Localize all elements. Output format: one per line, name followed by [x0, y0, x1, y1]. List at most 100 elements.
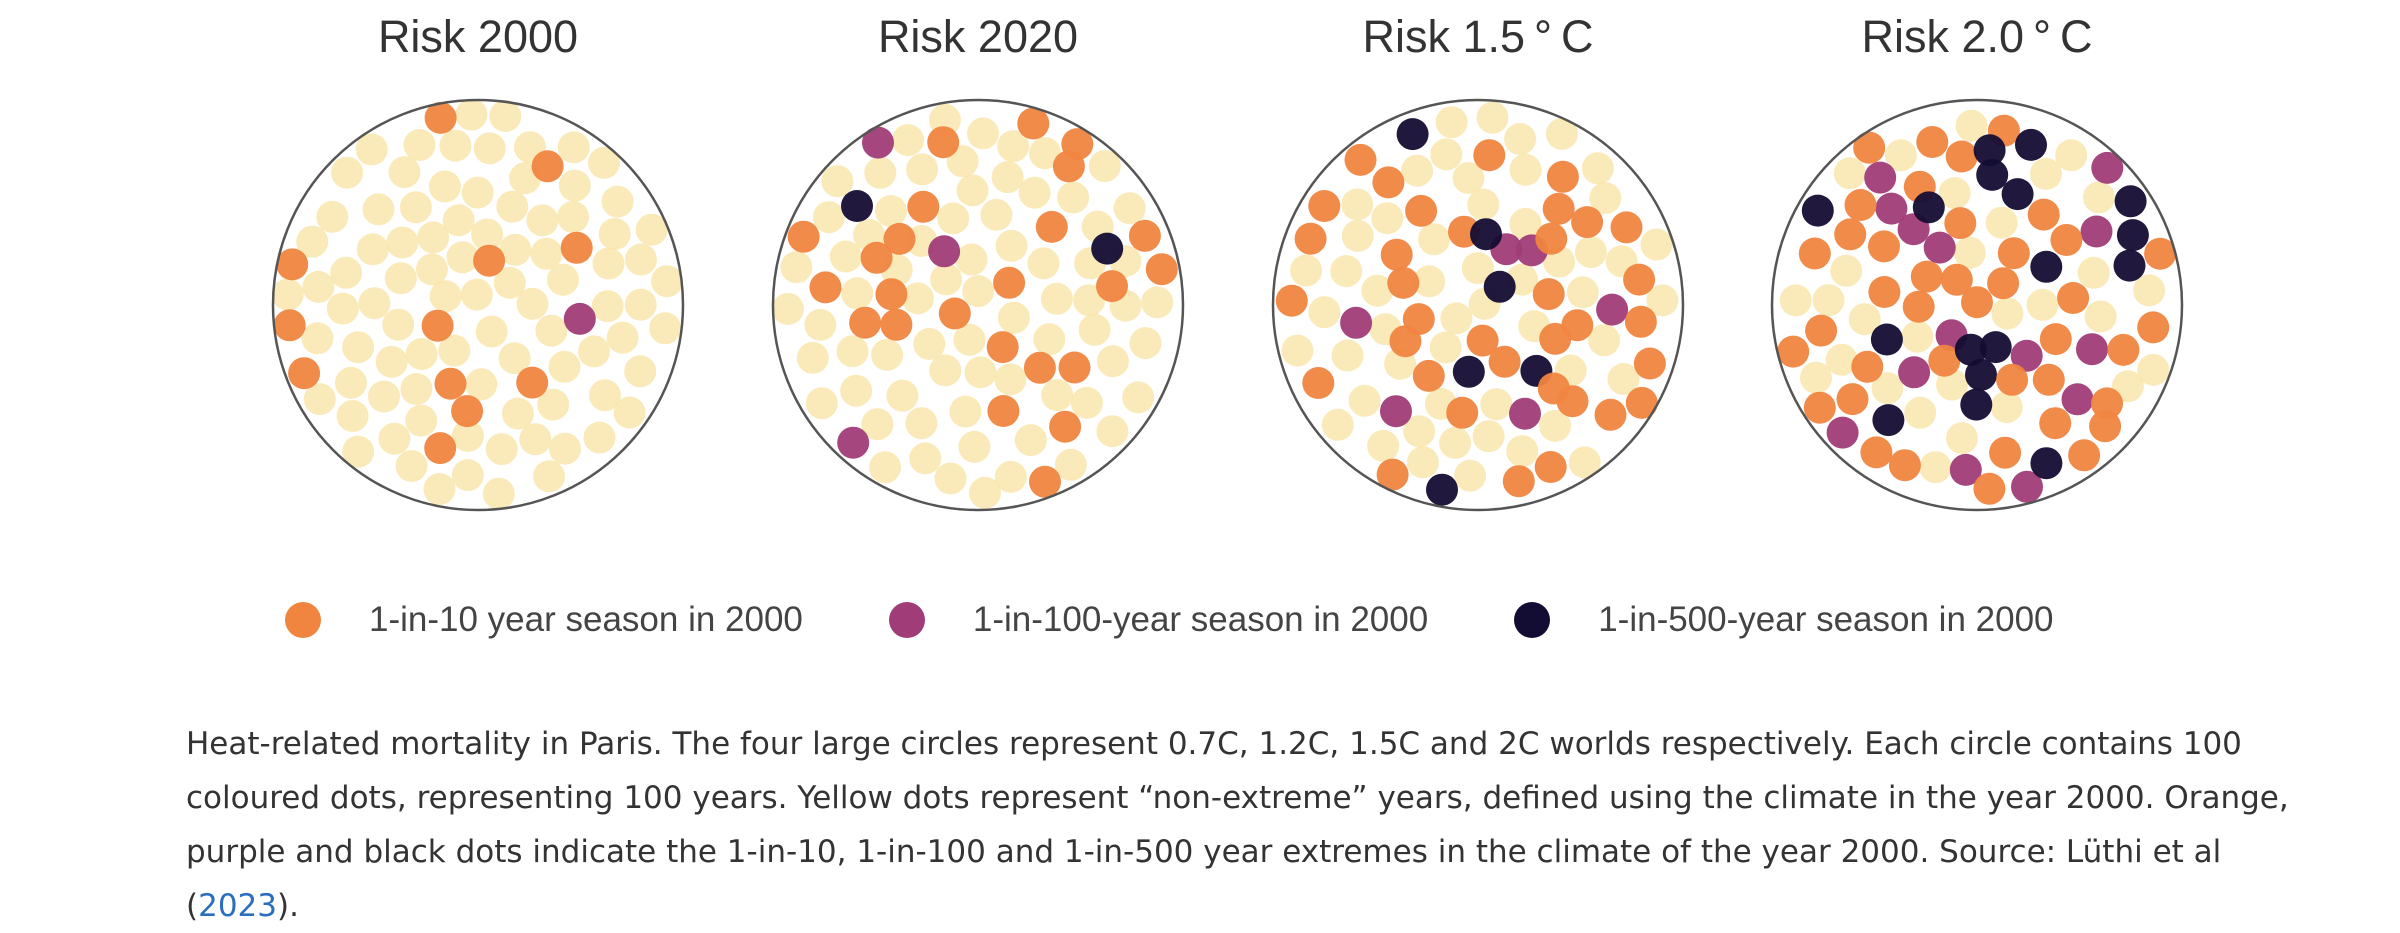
dot-one-in-10 [1372, 166, 1405, 199]
dot-non-extreme [1096, 415, 1129, 448]
dot-one-in-10 [2027, 198, 2060, 231]
dot-one-in-10 [2068, 439, 2101, 472]
dot-one-in-100 [1864, 161, 1897, 194]
dot-non-extreme [588, 146, 620, 179]
dot-one-in-10 [1532, 278, 1565, 311]
dot-non-extreme [1991, 297, 2024, 330]
dot-one-in-10 [1798, 237, 1831, 270]
dot-one-in-500 [1872, 404, 1905, 437]
dot-non-extreme [1113, 192, 1146, 225]
dot-non-extreme [1646, 284, 1679, 317]
dot-non-extreme [1401, 154, 1434, 187]
dot-non-extreme [1439, 426, 1472, 459]
dot-non-extreme [1476, 101, 1509, 134]
dot-non-extreme [871, 338, 903, 371]
dot-non-extreme [583, 421, 616, 454]
dot-one-in-10 [1380, 238, 1413, 271]
dot-non-extreme [1308, 296, 1341, 329]
dot-one-in-10 [1836, 383, 1869, 416]
dot-non-extreme [548, 350, 581, 383]
dot-non-extreme [1041, 379, 1074, 412]
dot-non-extreme [1014, 424, 1047, 457]
dot-one-in-10 [1868, 230, 1900, 263]
dot-one-in-10 [1035, 210, 1068, 243]
dot-non-extreme [958, 430, 991, 463]
dot-one-in-10 [1888, 449, 1921, 482]
dot-one-in-10 [1405, 194, 1438, 227]
dot-non-extreme [592, 247, 625, 280]
dot-non-extreme [1413, 265, 1446, 298]
dot-one-in-10 [787, 220, 820, 253]
legend-swatch [1514, 602, 1551, 638]
dot-non-extreme [997, 301, 1030, 334]
dot-non-extreme [1848, 303, 1881, 336]
panel-title: Risk 2000 [378, 11, 578, 62]
dot-one-in-10 [1389, 325, 1422, 358]
dot-one-in-10 [1502, 465, 1535, 498]
legend-label: 1-in-100-year season in 2000 [972, 600, 1429, 639]
dot-one-in-100 [1596, 293, 1629, 326]
dot-one-in-10 [273, 309, 306, 342]
dot-one-in-10 [424, 432, 457, 465]
dot-non-extreme [1321, 408, 1354, 441]
dot-non-extreme [613, 396, 646, 429]
dot-non-extreme [498, 342, 531, 375]
dot-non-extreme [1800, 361, 1832, 394]
dot-one-in-10 [1308, 190, 1341, 222]
dot-one-in-100 [2061, 383, 2094, 416]
dot-one-in-100 [1949, 453, 1982, 486]
dot-one-in-100 [837, 426, 870, 459]
dot-non-extreme [929, 354, 962, 387]
dot-one-in-10 [1344, 143, 1377, 176]
dot-one-in-10 [1294, 222, 1327, 255]
dot-one-in-500 [1452, 355, 1485, 388]
dot-one-in-10 [1488, 345, 1521, 378]
dot-non-extreme [1985, 206, 2018, 239]
dot-non-extreme [1096, 345, 1129, 378]
dot-non-extreme [874, 195, 907, 228]
dot-non-extreme [1371, 202, 1404, 235]
dot-non-extreme [591, 290, 624, 323]
dot-non-extreme [1504, 123, 1537, 155]
dot-non-extreme [934, 462, 967, 495]
dot-non-extreme [475, 315, 508, 348]
dot-non-extreme [417, 221, 450, 254]
dot-non-extreme [400, 373, 433, 405]
dot-non-extreme [780, 251, 813, 284]
dot-one-in-10 [2089, 410, 2122, 443]
dot-non-extreme [1779, 284, 1812, 317]
dot-non-extreme [771, 292, 804, 325]
dot-non-extreme [994, 363, 1027, 396]
source-link[interactable]: 2023 [198, 888, 278, 924]
panel-circle [1770, 98, 2184, 512]
dot-non-extreme [1904, 396, 1937, 429]
panel-risk-2-0c: Risk 2.0 ° C [1770, 11, 2184, 512]
dot-one-in-100 [2076, 333, 2108, 366]
caption-text: Heat-related mortality in Paris. The fou… [186, 726, 2289, 924]
dot-one-in-100 [1875, 192, 1908, 225]
dot-non-extreme [1545, 117, 1578, 150]
dot-one-in-500 [1870, 323, 1903, 356]
dot-non-extreme [499, 233, 532, 266]
dot-non-extreme [446, 241, 479, 274]
dot-one-in-10 [473, 244, 506, 277]
dot-one-in-100 [928, 235, 961, 268]
dot-non-extreme [1403, 415, 1436, 448]
dot-one-in-100 [862, 126, 894, 159]
dot-non-extreme [1884, 139, 1917, 172]
dot-one-in-500 [2030, 447, 2063, 480]
dot-one-in-10 [987, 395, 1020, 427]
dot-one-in-10 [1777, 335, 1810, 368]
dot-non-extreme [1033, 323, 1066, 356]
dot-one-in-10 [1466, 324, 1499, 357]
dot-group [1275, 101, 1679, 506]
dot-non-extreme [1435, 106, 1468, 139]
dot-non-extreme [558, 169, 591, 202]
dot-one-in-10 [288, 357, 321, 390]
dot-non-extreme [1640, 228, 1673, 261]
dot-non-extreme [442, 204, 475, 237]
dot-one-in-10 [1017, 107, 1050, 140]
dot-non-extreme [271, 278, 304, 311]
dot-non-extreme [1281, 334, 1314, 367]
dot-non-extreme [949, 395, 982, 428]
